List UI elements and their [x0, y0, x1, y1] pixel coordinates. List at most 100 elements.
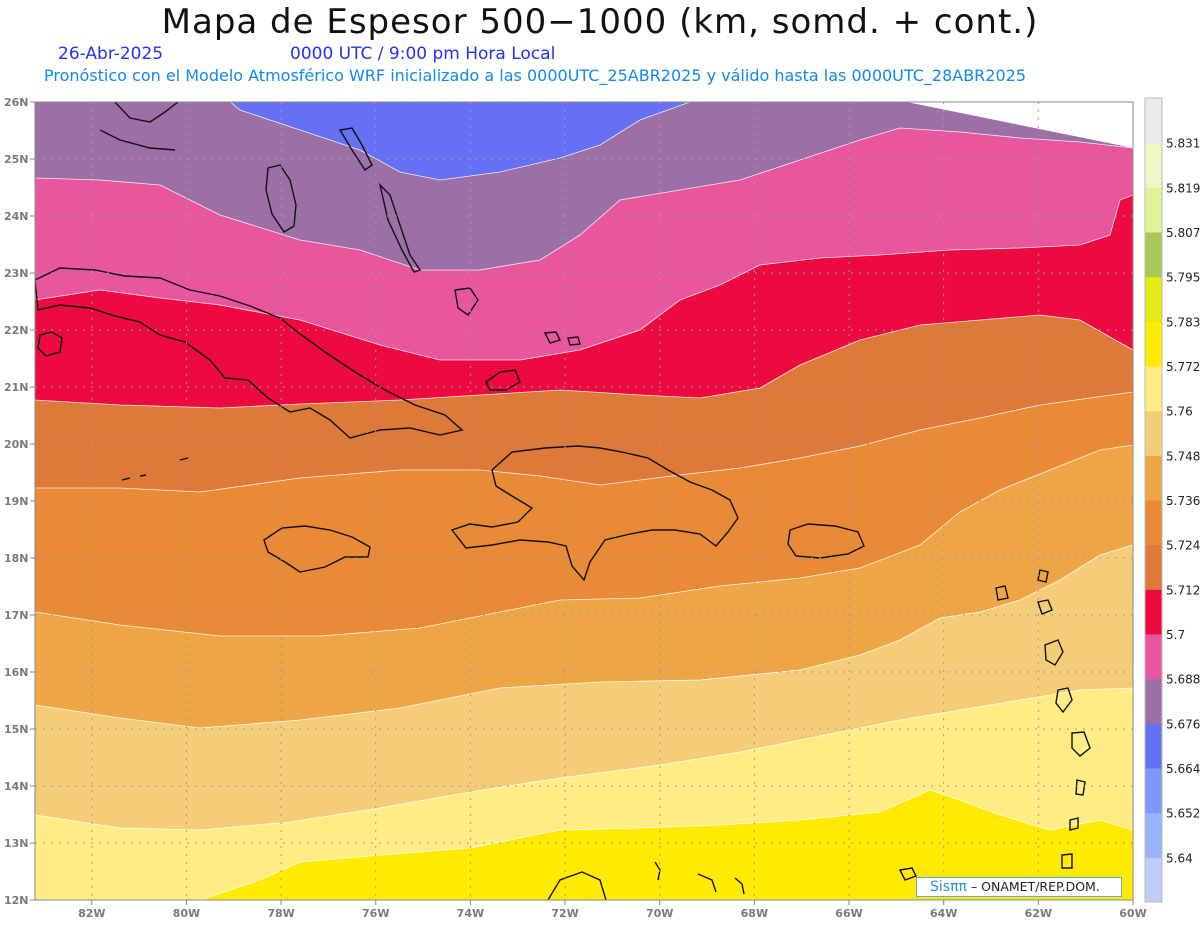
colorbar-swatch [1145, 232, 1162, 278]
florida-tip [114, 102, 179, 123]
colorbar-swatch [1145, 276, 1162, 322]
colorbar-label: 5.688 [1166, 673, 1200, 687]
colorbar-swatch [1145, 500, 1162, 546]
colorbar-label: 5.831 [1166, 137, 1200, 151]
lon-tick-label: 72W [551, 907, 578, 920]
colorbar-frame [1144, 97, 1163, 903]
colorbar-label: 5.772 [1166, 360, 1200, 374]
lat-tick-label: 19N [4, 495, 29, 508]
colorbar-swatch [1145, 321, 1162, 367]
contour-line [35, 444, 1133, 637]
colorbar-label: 5.7 [1166, 628, 1185, 642]
forecast-time: 0000 UTC / 9:00 pm Hora Local [290, 44, 556, 64]
hispaniola-coastline [450, 445, 739, 582]
lesser-antilles-3 [1071, 731, 1091, 757]
puerto-rico-coastline [787, 523, 865, 559]
coastlines [35, 102, 1091, 900]
colorbar-swatch [1145, 410, 1162, 456]
lesser-antilles-8 [1061, 853, 1073, 869]
map-title: Mapa de Espesor 500−1000 (km, somd. + co… [161, 2, 1039, 42]
colorbar-label: 5.807 [1166, 226, 1200, 240]
lon-tick-label: 70W [646, 907, 673, 920]
colorbar-label: 5.724 [1166, 539, 1200, 553]
lesser-antilles-7 [1069, 817, 1079, 831]
forecast-date: 26-Abr-2025 [58, 44, 164, 64]
lon-tick-label: 74W [457, 907, 484, 920]
bahamas-abaco [338, 127, 373, 171]
lat-tick-label: 26N [4, 96, 29, 109]
lon-tick-label: 66W [835, 907, 862, 920]
sispi-logo: Sisππ [930, 879, 967, 895]
contour-line [35, 391, 1133, 493]
lon-tick-label: 76W [362, 907, 389, 920]
lat-tick-label: 13N [4, 837, 29, 850]
map-axes: 12N 13N 14N 15N 16N 17N 18N 19N 20N 21N 22N 23N 24N 2… [4, 96, 1147, 920]
thickness-band-5.748 [35, 545, 1133, 830]
colorbar-label: 5.712 [1166, 583, 1200, 597]
colorbar-label: 5.652 [1166, 807, 1200, 821]
thickness-band-5.664 [230, 102, 690, 180]
thickness-band-5.724 [35, 392, 1133, 636]
colorbar-swatch [1145, 544, 1162, 590]
bahamas-acklins [454, 287, 479, 316]
colorbar-swatch [1145, 857, 1162, 903]
lat-tick-label: 21N [4, 381, 29, 394]
lesser-antilles-5 [995, 585, 1009, 601]
lat-tick-label: 24N [4, 210, 29, 223]
lesser-antilles-9 [1037, 569, 1049, 583]
credit-box: Sisππ – ONAMET/REP.DOM. [916, 877, 1122, 897]
colorbar-swatch [1145, 768, 1162, 814]
lon-tick-label: 82W [78, 907, 105, 920]
colorbar-label: 5.795 [1166, 271, 1200, 285]
colorbar-swatch [1145, 187, 1162, 233]
lat-tick-label: 15N [4, 723, 29, 736]
colorbar-swatch [1145, 98, 1162, 144]
lesser-antilles-2 [1055, 687, 1073, 714]
lat-tick-label: 25N [4, 153, 29, 166]
isla-juventud-coastline [37, 331, 63, 357]
lon-tick-label: 68W [741, 907, 768, 920]
colorbar: 5.64 5.652 5.664 5.676 5.688 5.7 5.712 5.724 5.7… [1144, 97, 1200, 903]
map-grid [35, 102, 1133, 900]
thickness-band-5.688 [35, 128, 1133, 360]
lat-tick-label: 17N [4, 609, 29, 622]
margarita-island [898, 867, 917, 881]
forecast-description: Pronóstico con el Modelo Atmosférico WRF… [44, 66, 1027, 85]
contour-line [35, 194, 1133, 361]
thickness-band-5.772 [35, 790, 1133, 900]
lat-tick-label: 23N [4, 267, 29, 280]
colorbar-label: 5.64 [1166, 851, 1193, 865]
lon-tick-label: 60W [1119, 907, 1146, 920]
colorbar-swatch [1145, 723, 1162, 769]
colorbar-label: 5.676 [1166, 717, 1200, 731]
turks-caicos [543, 331, 581, 346]
credit-org: – ONAMET/REP.DOM. [970, 879, 1100, 894]
contour-line [35, 544, 1133, 729]
lat-tick-label: 22N [4, 324, 29, 337]
thickness-band-5.76 [35, 688, 1133, 900]
colorbar-swatch [1145, 589, 1162, 635]
lat-tick-label: 14N [4, 780, 29, 793]
contour-line [35, 789, 1133, 900]
lon-tick-label: 78W [267, 907, 294, 920]
contour-line [35, 314, 1133, 409]
cuba-coastline [35, 267, 464, 439]
thickness-band-5.712 [35, 315, 1133, 492]
lon-tick-label: 64W [930, 907, 957, 920]
colorbar-swatch [1145, 812, 1162, 858]
lon-tick-label: 80W [173, 907, 200, 920]
thickness-band-5.676 [35, 102, 1133, 270]
lat-tick-label: 20N [4, 438, 29, 451]
colorbar-swatch [1145, 142, 1162, 188]
south-american-coast [547, 871, 607, 900]
thickness-band-5.7 [35, 195, 1133, 408]
lat-tick-label: 18N [4, 552, 29, 565]
lat-tick-label: 12N [4, 894, 29, 907]
colorbar-label: 5.76 [1166, 405, 1193, 419]
colorbar-label: 5.783 [1166, 315, 1200, 329]
colorbar-swatch [1145, 634, 1162, 680]
lesser-antilles-6 [1075, 779, 1086, 796]
colorbar-swatch [1145, 366, 1162, 412]
colorbar-label: 5.664 [1166, 762, 1200, 776]
